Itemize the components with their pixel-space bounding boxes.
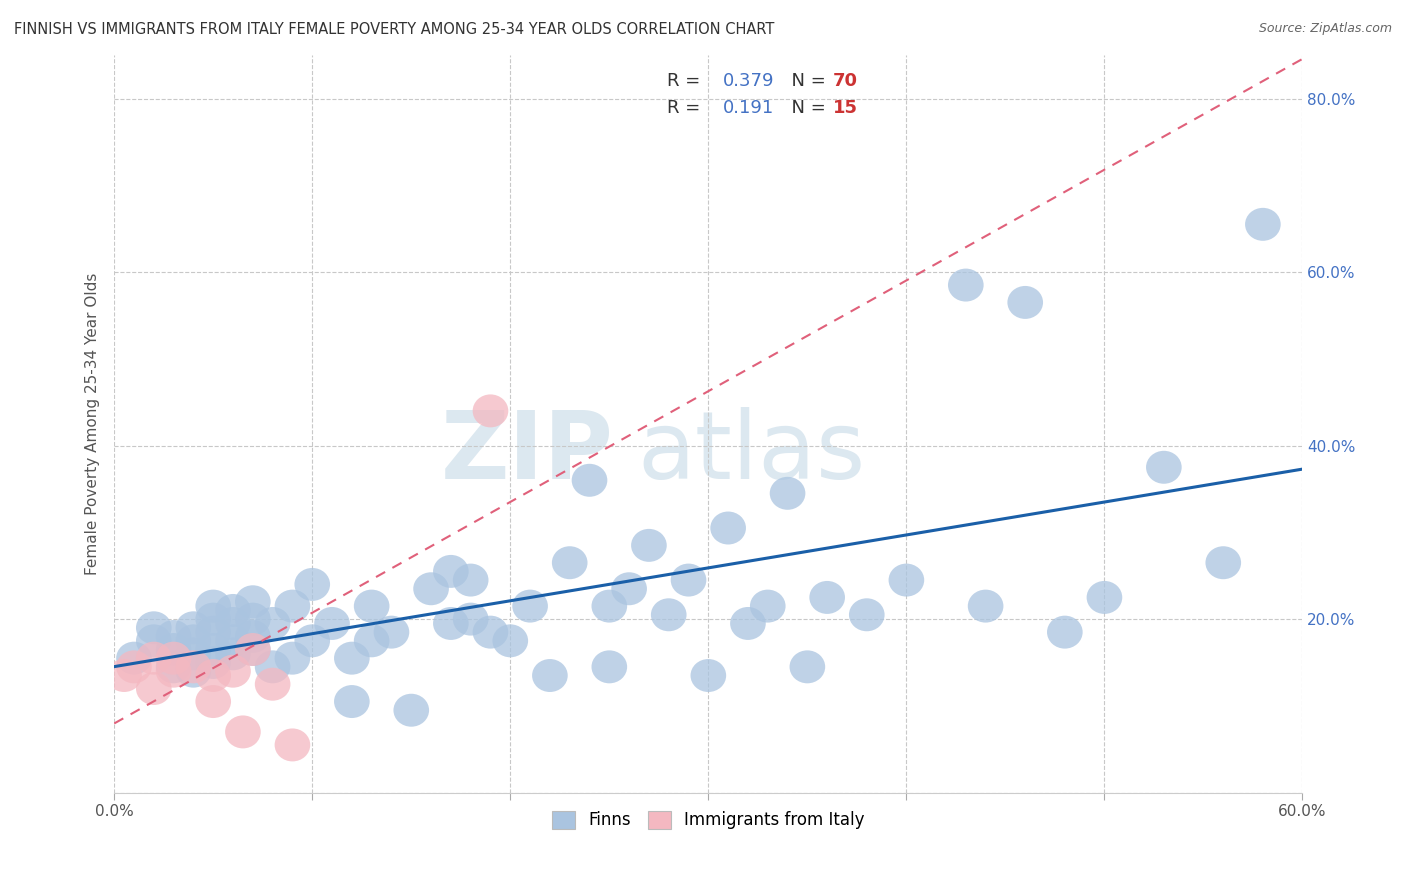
Ellipse shape bbox=[117, 650, 152, 683]
Ellipse shape bbox=[195, 590, 231, 623]
Ellipse shape bbox=[492, 624, 529, 657]
Text: N =: N = bbox=[780, 72, 831, 90]
Ellipse shape bbox=[730, 607, 766, 640]
Ellipse shape bbox=[254, 668, 291, 701]
Ellipse shape bbox=[710, 511, 747, 544]
Ellipse shape bbox=[849, 599, 884, 632]
Ellipse shape bbox=[690, 659, 725, 692]
Ellipse shape bbox=[394, 694, 429, 727]
Y-axis label: Female Poverty Among 25-34 Year Olds: Female Poverty Among 25-34 Year Olds bbox=[86, 273, 100, 575]
Ellipse shape bbox=[413, 573, 449, 606]
Text: 70: 70 bbox=[834, 72, 858, 90]
Text: FINNISH VS IMMIGRANTS FROM ITALY FEMALE POVERTY AMONG 25-34 YEAR OLDS CORRELATIO: FINNISH VS IMMIGRANTS FROM ITALY FEMALE … bbox=[14, 22, 775, 37]
Ellipse shape bbox=[136, 672, 172, 705]
Ellipse shape bbox=[553, 546, 588, 579]
Ellipse shape bbox=[235, 620, 270, 653]
Ellipse shape bbox=[136, 641, 172, 674]
Text: R =: R = bbox=[666, 72, 706, 90]
Ellipse shape bbox=[156, 655, 191, 688]
Ellipse shape bbox=[1246, 208, 1281, 241]
Ellipse shape bbox=[472, 615, 509, 648]
Ellipse shape bbox=[156, 641, 191, 674]
Text: ZIP: ZIP bbox=[440, 408, 613, 500]
Ellipse shape bbox=[136, 624, 172, 657]
Ellipse shape bbox=[810, 581, 845, 614]
Ellipse shape bbox=[1007, 286, 1043, 319]
Ellipse shape bbox=[631, 529, 666, 562]
Ellipse shape bbox=[1087, 581, 1122, 614]
Ellipse shape bbox=[948, 268, 984, 301]
Ellipse shape bbox=[531, 659, 568, 692]
Ellipse shape bbox=[453, 564, 488, 597]
Ellipse shape bbox=[274, 729, 311, 762]
Ellipse shape bbox=[294, 568, 330, 601]
Ellipse shape bbox=[314, 607, 350, 640]
Ellipse shape bbox=[592, 590, 627, 623]
Text: R =: R = bbox=[666, 99, 706, 117]
Ellipse shape bbox=[176, 624, 211, 657]
Ellipse shape bbox=[1146, 450, 1181, 483]
Text: 0.379: 0.379 bbox=[723, 72, 775, 90]
Ellipse shape bbox=[176, 655, 211, 688]
Ellipse shape bbox=[1047, 615, 1083, 648]
Ellipse shape bbox=[195, 646, 231, 679]
Ellipse shape bbox=[433, 555, 468, 588]
Ellipse shape bbox=[254, 607, 291, 640]
Ellipse shape bbox=[294, 624, 330, 657]
Ellipse shape bbox=[374, 615, 409, 648]
Text: Source: ZipAtlas.com: Source: ZipAtlas.com bbox=[1258, 22, 1392, 36]
Ellipse shape bbox=[889, 564, 924, 597]
Ellipse shape bbox=[612, 573, 647, 606]
Ellipse shape bbox=[274, 641, 311, 674]
Ellipse shape bbox=[651, 599, 686, 632]
Ellipse shape bbox=[156, 650, 191, 683]
Ellipse shape bbox=[156, 633, 191, 666]
Ellipse shape bbox=[215, 624, 250, 657]
Ellipse shape bbox=[769, 477, 806, 510]
Text: atlas: atlas bbox=[637, 408, 865, 500]
Ellipse shape bbox=[107, 659, 142, 692]
Ellipse shape bbox=[790, 650, 825, 683]
Ellipse shape bbox=[512, 590, 548, 623]
Ellipse shape bbox=[176, 638, 211, 670]
Ellipse shape bbox=[433, 607, 468, 640]
Ellipse shape bbox=[572, 464, 607, 497]
Ellipse shape bbox=[1205, 546, 1241, 579]
Ellipse shape bbox=[749, 590, 786, 623]
Ellipse shape bbox=[671, 564, 706, 597]
Ellipse shape bbox=[156, 620, 191, 653]
Ellipse shape bbox=[176, 650, 211, 683]
Ellipse shape bbox=[254, 650, 291, 683]
Ellipse shape bbox=[195, 633, 231, 666]
Text: 0.191: 0.191 bbox=[723, 99, 773, 117]
Ellipse shape bbox=[354, 624, 389, 657]
Ellipse shape bbox=[176, 611, 211, 644]
Ellipse shape bbox=[335, 685, 370, 718]
Ellipse shape bbox=[195, 615, 231, 648]
Ellipse shape bbox=[195, 659, 231, 692]
Text: 15: 15 bbox=[834, 99, 858, 117]
Ellipse shape bbox=[215, 655, 250, 688]
Ellipse shape bbox=[215, 607, 250, 640]
Ellipse shape bbox=[225, 715, 260, 748]
Ellipse shape bbox=[592, 650, 627, 683]
Ellipse shape bbox=[136, 611, 172, 644]
Ellipse shape bbox=[195, 603, 231, 636]
Text: N =: N = bbox=[780, 99, 831, 117]
Ellipse shape bbox=[117, 641, 152, 674]
Ellipse shape bbox=[354, 590, 389, 623]
Ellipse shape bbox=[274, 590, 311, 623]
Ellipse shape bbox=[235, 585, 270, 618]
Ellipse shape bbox=[235, 603, 270, 636]
Ellipse shape bbox=[215, 594, 250, 627]
Ellipse shape bbox=[195, 685, 231, 718]
Ellipse shape bbox=[335, 641, 370, 674]
Legend: Finns, Immigrants from Italy: Finns, Immigrants from Italy bbox=[546, 804, 872, 836]
Ellipse shape bbox=[235, 633, 270, 666]
Ellipse shape bbox=[472, 394, 509, 427]
Ellipse shape bbox=[235, 633, 270, 666]
Ellipse shape bbox=[453, 603, 488, 636]
Ellipse shape bbox=[967, 590, 1004, 623]
Ellipse shape bbox=[215, 638, 250, 670]
